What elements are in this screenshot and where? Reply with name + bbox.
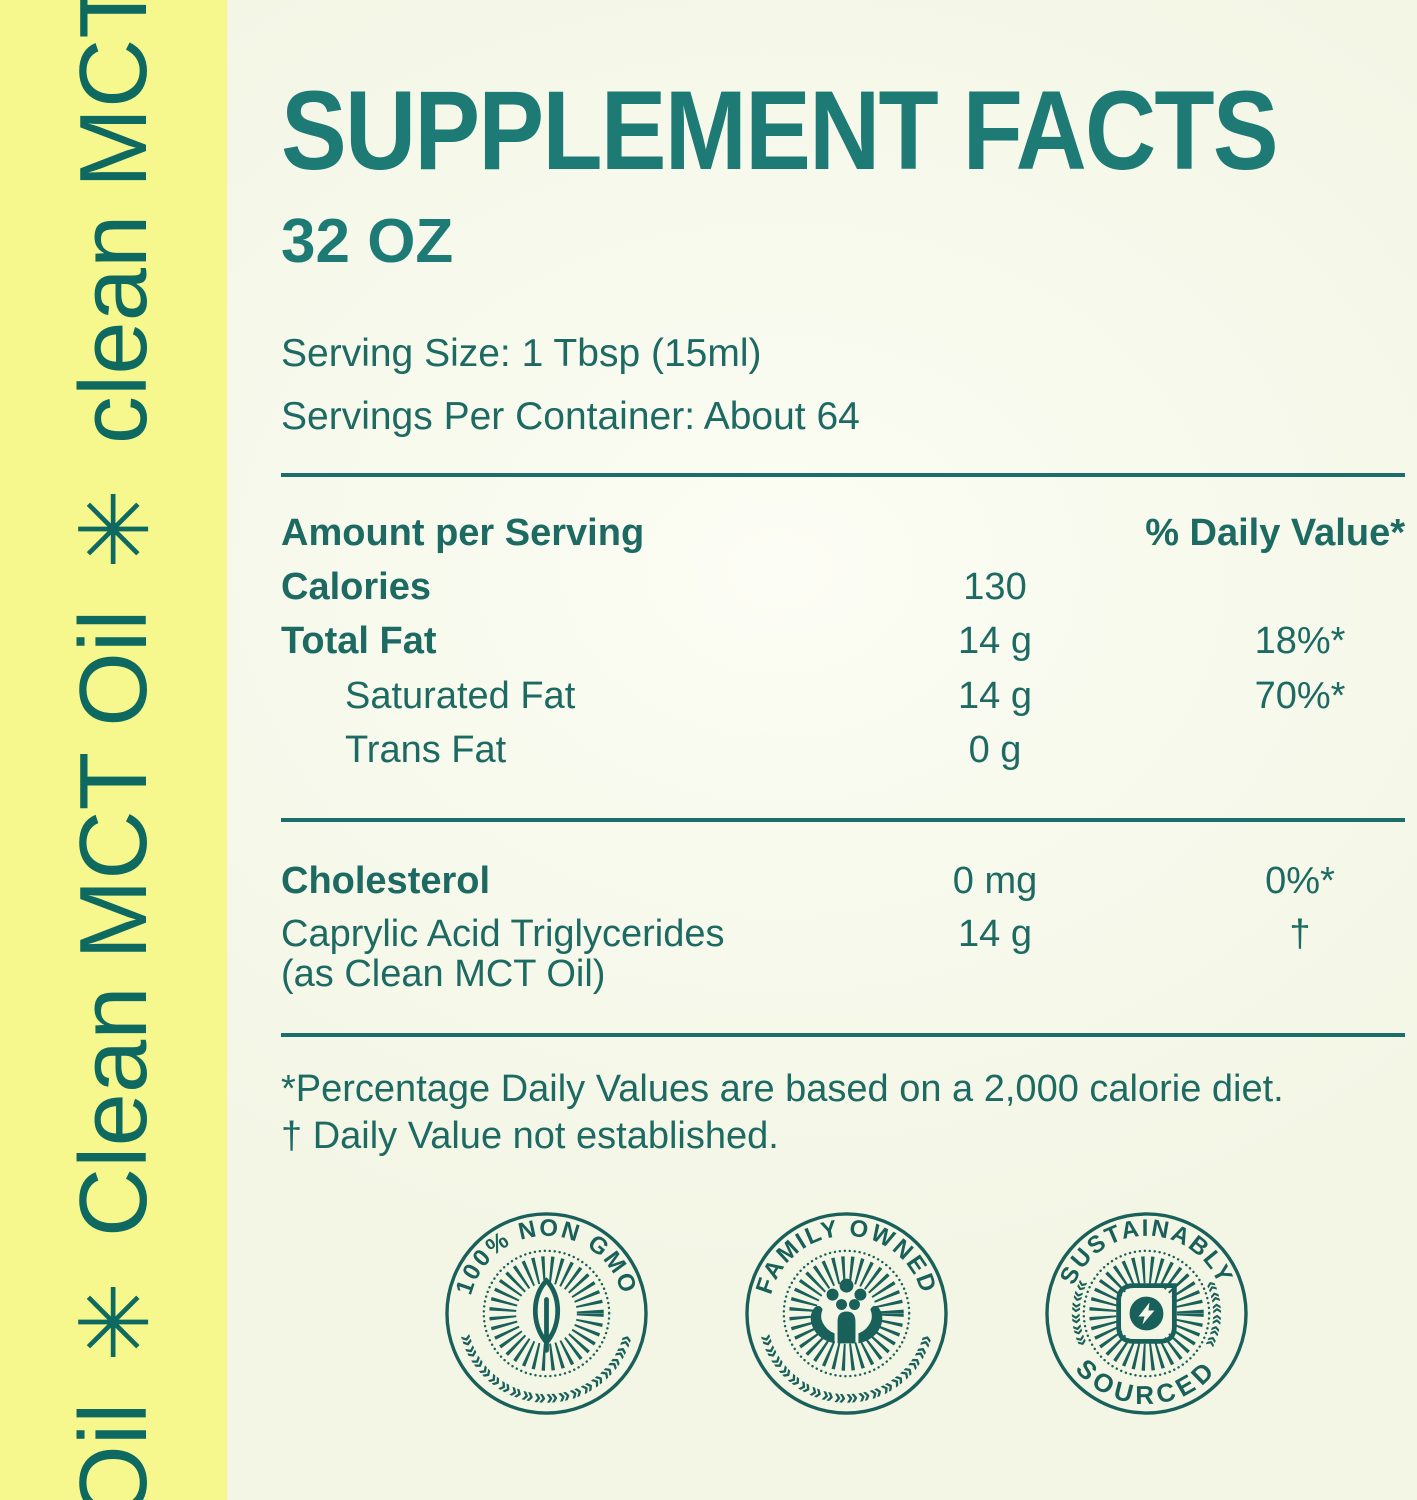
divider-rule: [281, 473, 1405, 477]
badge-outer-ring: [745, 1212, 948, 1415]
nutrient-dv: 70%*: [1254, 674, 1346, 717]
lightning-icon: [1116, 1283, 1177, 1344]
nutrient-amount: 14 g: [958, 674, 1032, 717]
nutrient-amount: 130: [963, 566, 1027, 609]
family-owned-stamp: FAMILY OWNED »»»»»»»»»»»»»»»»»»: [745, 1212, 948, 1415]
nutrient-name: Calories: [281, 566, 431, 609]
nutrient-name: Saturated Fat: [345, 674, 576, 717]
facts-table-section-2: Cholesterol 0 mg 0%* Caprylic Acid Trigl…: [281, 854, 1405, 995]
badge-top-text: SUSTAINABLY: [1055, 1215, 1237, 1289]
brand-vertical-text: Oil ✳ Clean MCT Oil ✳ clean MCT: [59, 0, 167, 1500]
badge-non-gmo: 100% NON GMO »»»»»»»»»»»»»»»»»»: [443, 1210, 650, 1417]
nutrient-dv: 18%*: [1254, 620, 1346, 663]
brand-strip: Oil ✳ Clean MCT Oil ✳ clean MCT: [0, 0, 227, 1500]
footnote-dagger: † Daily Value not established.: [281, 1115, 779, 1157]
badge-family-owned: FAMILY OWNED »»»»»»»»»»»»»»»»»»: [743, 1210, 950, 1417]
nutrient-name: Total Fat: [281, 620, 437, 663]
footnotes: *Percentage Daily Values are based on a …: [281, 1066, 1284, 1160]
facts-table-section-1: Amount per Serving % Daily Value* Calori…: [281, 506, 1405, 778]
serving-info: Serving Size: 1 Tbsp (15ml) Servings Per…: [281, 322, 860, 448]
badge-sustainably-sourced: SUSTAINABLY SOURCED »»»»»»»» »»»»»»»»: [1043, 1210, 1250, 1417]
badge-bottom-text: SOURCED: [1070, 1354, 1218, 1410]
nutrient-amount: 0 mg: [952, 859, 1038, 902]
badge-outer-ring: [1045, 1212, 1248, 1415]
divider-rule: [281, 1033, 1405, 1037]
nutrient-name: Cholesterol: [281, 859, 491, 902]
daily-value-header: % Daily Value*: [1145, 511, 1405, 554]
size-label: 32 OZ: [281, 207, 454, 276]
serving-size: Serving Size: 1 Tbsp (15ml): [281, 332, 762, 375]
divider-rule: [281, 818, 1405, 822]
svg-text:SOURCED: SOURCED: [1070, 1354, 1223, 1410]
amount-per-serving-header: Amount per Serving: [281, 511, 645, 554]
footnote-daily-values: *Percentage Daily Values are based on a …: [281, 1068, 1284, 1110]
table-row: Saturated Fat 14 g 70%*: [281, 669, 1405, 723]
nutrient-name: Trans Fat: [345, 729, 507, 772]
table-row: Cholesterol 0 mg 0%*: [281, 854, 1405, 908]
supplement-facts-panel: SUPPLEMENT FACTS 32 OZ Serving Size: 1 T…: [227, 0, 1417, 1500]
badge-dotted-ring: [482, 1249, 611, 1378]
svg-text:SUSTAINABLY: SUSTAINABLY: [1055, 1215, 1239, 1289]
table-row: Caprylic Acid Triglycerides (as Clean MC…: [281, 908, 1405, 994]
nutrient-amount: 0 g: [968, 729, 1022, 772]
svg-text:100% NON GMO: 100% NON GMO: [451, 1215, 643, 1298]
nutrient-amount: 14 g: [958, 913, 1032, 956]
nutrient-dv: 0%*: [1265, 859, 1335, 902]
badge-top-text: 100% NON GMO: [451, 1215, 641, 1298]
non-gmo-stamp: 100% NON GMO »»»»»»»»»»»»»»»»»»: [445, 1212, 648, 1415]
nutrient-amount: 14 g: [958, 620, 1032, 663]
nutrient-name-line1: Caprylic Acid Triglycerides: [281, 913, 725, 956]
table-header-row: Amount per Serving % Daily Value*: [281, 506, 1405, 560]
nutrient-name-line2: (as Clean MCT Oil): [281, 953, 606, 996]
page-title: SUPPLEMENT FACTS: [281, 68, 1279, 193]
table-row: Total Fat 14 g 18%*: [281, 615, 1405, 669]
badge-outer-ring: [445, 1212, 648, 1415]
table-row: Trans Fat 0 g: [281, 724, 1405, 778]
nutrient-dv: †: [1289, 913, 1311, 956]
badge-dotted-ring: [782, 1249, 911, 1378]
sustainably-sourced-stamp: SUSTAINABLY SOURCED »»»»»»»» »»»»»»»»: [1045, 1212, 1248, 1415]
badge-row: 100% NON GMO »»»»»»»»»»»»»»»»»» FAMIL: [443, 1210, 1250, 1417]
servings-per-container: Servings Per Container: About 64: [281, 395, 860, 438]
leaf-icon: [532, 1277, 561, 1353]
table-row: Calories 130: [281, 560, 1405, 614]
family-icon: [810, 1278, 883, 1344]
badge-dotted-ring: [1082, 1249, 1211, 1378]
nutrient-name: Caprylic Acid Triglycerides (as Clean MC…: [281, 914, 880, 994]
